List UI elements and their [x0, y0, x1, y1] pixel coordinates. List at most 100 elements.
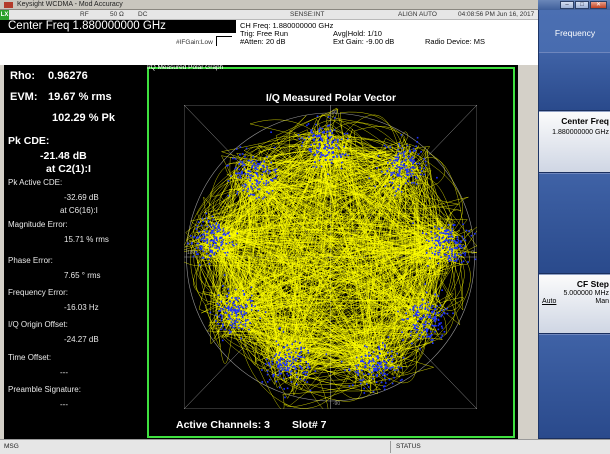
constellation-point [231, 313, 233, 316]
constellation-point [423, 173, 426, 176]
constellation-point [440, 325, 443, 328]
constellation-point [401, 331, 403, 333]
constellation-point [234, 167, 236, 170]
constellation-point [352, 384, 354, 386]
constellation-point [294, 340, 297, 343]
constellation-point [394, 156, 397, 159]
constellation-point [331, 151, 333, 154]
time-offset-label: Time Offset: [8, 353, 52, 362]
constellation-point [405, 173, 408, 176]
constellation-point [296, 383, 298, 386]
constellation-point [257, 165, 259, 168]
constellation-point [361, 359, 364, 362]
minimize-button[interactable]: – [560, 1, 574, 9]
constellation-point [409, 173, 412, 175]
constellation-point [364, 366, 366, 369]
center-freq-display[interactable]: Center Freq 1.880000000 GHz [0, 20, 226, 33]
constellation-point [412, 306, 415, 308]
constellation-point [444, 230, 447, 233]
constellation-point [304, 371, 306, 373]
constellation-point [307, 349, 309, 352]
constellation-point [448, 260, 451, 262]
constellation-point [420, 151, 422, 153]
constellation-point [289, 356, 291, 358]
constellation-point [293, 358, 296, 361]
softkey-blank-3 [539, 334, 610, 439]
constellation-point [468, 230, 470, 233]
constellation-point [239, 321, 242, 324]
preamble-label: Preamble Signature: [8, 385, 81, 394]
constellation-point [286, 344, 288, 347]
constellation-point [317, 134, 320, 137]
constellation-point [235, 297, 238, 299]
constellation-point [384, 344, 386, 346]
constellation-point [241, 316, 244, 319]
constellation-point [245, 320, 247, 322]
constellation-point [328, 124, 330, 127]
constellation-point [208, 246, 211, 249]
constellation-point [255, 172, 258, 174]
cf-step-auto-option[interactable]: Auto [542, 298, 557, 305]
cf-step-softkey[interactable]: CF Step 5.000000 MHz Auto Man [539, 274, 610, 334]
constellation-point [233, 304, 235, 306]
constellation-point [337, 139, 339, 142]
constellation-point [375, 367, 378, 370]
constellation-point [447, 255, 450, 257]
constellation-point [457, 242, 459, 244]
center-freq-softkey[interactable]: Center Freq 1.880000000 GHz [539, 111, 610, 173]
constellation-point [241, 162, 243, 164]
constellation-point [195, 228, 198, 230]
constellation-point [303, 138, 306, 141]
cf-step-man-option[interactable]: Man [595, 298, 609, 305]
constellation-point [441, 232, 443, 234]
constellation-point [266, 156, 268, 158]
constellation-point [455, 260, 458, 262]
constellation-point [416, 141, 418, 143]
constellation-point [400, 163, 402, 166]
constellation-point [432, 339, 434, 341]
close-button[interactable]: ✕ [590, 1, 607, 9]
constellation-point [295, 372, 298, 374]
constellation-point [236, 309, 239, 311]
constellation-point [272, 375, 275, 378]
constellation-point [326, 154, 329, 156]
constellation-point [242, 163, 245, 166]
constellation-point [246, 305, 248, 308]
constellation-point [211, 250, 213, 252]
constellation-point [396, 174, 398, 176]
constellation-point [221, 339, 224, 342]
constellation-point [202, 256, 205, 259]
constellation-point [201, 233, 204, 236]
constellation-point [224, 234, 227, 236]
constellation-point [249, 179, 251, 182]
constellation-point [316, 147, 319, 149]
constellation-point [375, 364, 378, 367]
constellation-point [374, 369, 377, 372]
constellation-point [235, 243, 238, 246]
constellation-point [235, 312, 237, 315]
constellation-point [221, 248, 224, 251]
constellation-point [414, 326, 416, 328]
constellation-point [211, 239, 213, 242]
constellation-point [449, 257, 452, 259]
constellation-point [411, 182, 413, 184]
constellation-point [360, 360, 362, 363]
constellation-point [310, 151, 313, 153]
constellation-point [207, 221, 210, 223]
constellation-point [211, 245, 214, 247]
constellation-point [258, 163, 260, 165]
constellation-point [454, 247, 456, 250]
constellation-point [376, 369, 378, 372]
constellation-point [279, 367, 281, 370]
constellation-point [382, 374, 384, 377]
constellation-point [316, 151, 318, 154]
constellation-point [329, 147, 331, 149]
graph-window[interactable]: I/Q Measured Polar Graph I/Q Measured Po… [144, 64, 518, 439]
constellation-point [234, 309, 237, 311]
constellation-point [303, 379, 306, 381]
radio-device-label: Radio Device: MS [425, 37, 486, 46]
constellation-point [195, 251, 197, 253]
constellation-point [275, 177, 277, 180]
maximize-button[interactable]: □ [575, 1, 589, 9]
constellation-point [255, 183, 258, 185]
